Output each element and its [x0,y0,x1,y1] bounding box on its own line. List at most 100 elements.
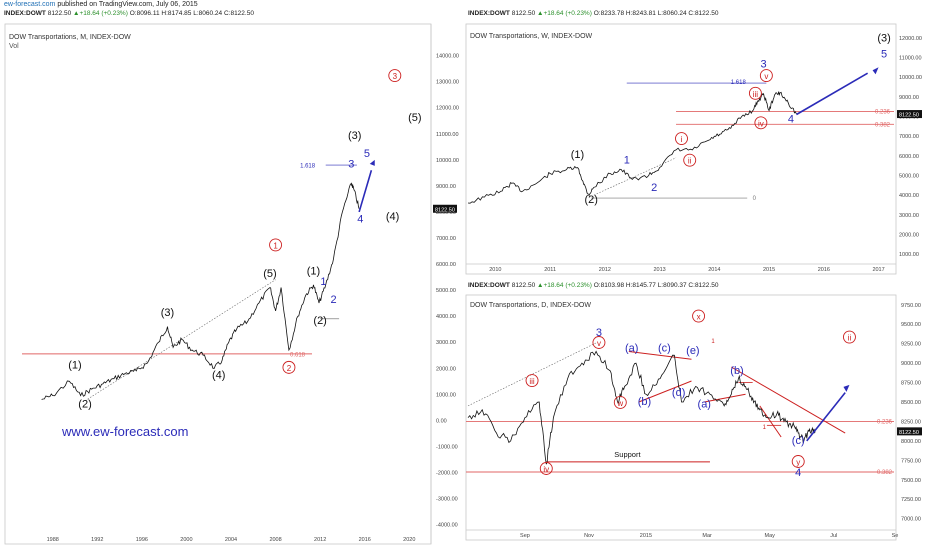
wave-label: (1) [571,149,584,161]
circled-wave-label: iii [529,377,535,386]
wave-label: (b) [638,396,651,408]
wave-label: 3 [348,159,354,171]
y-tick-label: 6000.00 [436,262,456,268]
channel-line [704,393,746,403]
y-tick-label: 12000.00 [436,106,459,112]
wave-label: 1 [624,155,630,167]
price-tag [897,110,922,119]
x-tick-label: 1988 [47,537,59,543]
x-tick-label: Jul [830,533,837,539]
circled-wave-label: ii [688,157,692,166]
wave-label: 1 [320,276,326,288]
quote-symbol: INDEX:DOWT [4,10,46,17]
circled-wave-label: iv [758,119,764,128]
circled-wave-label: x [697,313,701,322]
wave-circle [388,69,402,83]
fib-ratio-label: 0.236 [877,419,893,425]
y-tick-label: 8500.00 [901,400,921,406]
y-tick-label: 14000.00 [436,54,459,60]
monthly-chart-marks: 14000.0013000.0012000.0011000.0010000.00… [22,54,459,543]
triangle-line [638,380,692,403]
x-tick-label: 2013 [653,267,665,273]
fib-ratio-label: 0 [753,196,757,202]
quote-change: ▲+18.64 (+0.23%) [537,282,592,289]
price-tag-label: 8122.50 [899,430,919,436]
price-tag [433,204,457,213]
fib-ratio-label: 0.382 [875,122,891,128]
wave-circle [748,86,762,100]
x-tick-label: 2011 [544,267,556,273]
wave-label: (3) [161,307,174,319]
chart-title-monthly: DOW Transportations, M, INDEX-DOW [9,34,131,41]
wave-label: 5 [364,148,370,160]
x-tick-label: 2017 [872,267,884,273]
arrow-head [872,67,879,75]
wave-label: (4) [212,370,225,382]
quote-change: ▲+18.64 (+0.23%) [537,10,592,17]
fib-ratio-label: 0.382 [877,470,893,476]
x-tick-label: 2008 [269,537,281,543]
quote-change: ▲+18.64 (+0.23%) [73,10,128,17]
small-mark-label: 1 [763,425,767,431]
watermark-text: www.ew-forecast.com [61,424,188,439]
quote-bar-monthly: INDEX:DOWT 8122.50 ▲+18.64 (+0.23%) O:80… [4,10,254,18]
y-tick-label: 1000.00 [899,252,919,258]
channel-line [731,366,846,434]
x-tick-label: 1992 [91,537,103,543]
circled-wave-label: 1 [273,241,278,250]
price-tag-label: 8122.50 [435,207,455,213]
fib-ratio-label: 0.236 [875,110,891,116]
triangle-line [628,350,692,360]
y-tick-label: 2000.00 [436,366,456,372]
wave-circle [692,309,706,323]
y-tick-label: 9500.00 [901,322,921,328]
quote-ohlc: O:8103.98 H:8145.77 L:8090.37 C:8122.50 [593,282,719,289]
circled-wave-label: iv [543,465,549,474]
projection-arrow [358,170,373,213]
arrow-head [843,384,850,392]
wave-label: (5) [408,112,421,124]
y-tick-label: 11000.00 [436,132,459,138]
x-tick-label: 2012 [314,537,326,543]
arrow-head [369,159,375,166]
wave-label: 4 [788,113,794,125]
support-label: Support [614,450,641,459]
quote-symbol: INDEX:DOWT [468,282,510,289]
wave-label: (b) [730,365,743,377]
panel-weekly: DOW Transportations, W, INDEX-DOW [465,23,897,275]
daily-chart-marks: 9750.00 9500.00 9250.00 9000.00 8750.00 8500.… [466,303,922,539]
x-tick-label: Sep [520,533,530,539]
y-tick-label: 11000.00 [899,55,922,61]
y-tick-label: 10000.00 [899,75,922,81]
panel-monthly: DOW Transportations, M, INDEX-DOW Vol ww… [4,23,432,545]
x-tick-label: 2016 [359,537,371,543]
fib-ratio-label: 0.618 [290,352,306,358]
quote-price: 8122.50 [511,10,536,17]
wave-label: (a) [625,342,638,354]
wave-label: (c) [792,435,805,447]
trend-line [593,157,677,196]
price-series [41,182,360,400]
y-tick-label: 8750.00 [901,381,921,387]
y-tick-label: 0.00 [436,418,447,424]
wave-circle [754,116,768,130]
circled-wave-label: 3 [393,72,398,81]
wave-label: 2 [330,294,336,306]
quote-symbol: INDEX:DOWT [468,10,510,17]
wave-circle [675,132,688,145]
y-tick-label: 3000.00 [436,340,456,346]
y-tick-label: 9000.00 [436,184,456,190]
y-tick-label: -4000.00 [436,523,458,529]
y-tick-label: -2000.00 [436,470,458,476]
y-tick-label: 9000.00 [901,361,921,367]
circled-wave-label: v [764,72,768,81]
y-tick-label: 6000.00 [899,154,919,160]
source-link[interactable]: ew-forecast.com [4,1,56,8]
y-tick-label: 7500.00 [901,478,921,484]
wave-label: (1) [68,359,81,371]
x-tick-label: Nov [584,533,594,539]
circled-wave-label: v [597,339,601,348]
published-text: published on TradingView.com, July 06, 2… [57,1,198,8]
y-tick-label: 4000.00 [899,193,919,199]
projection-arrow [796,72,869,116]
